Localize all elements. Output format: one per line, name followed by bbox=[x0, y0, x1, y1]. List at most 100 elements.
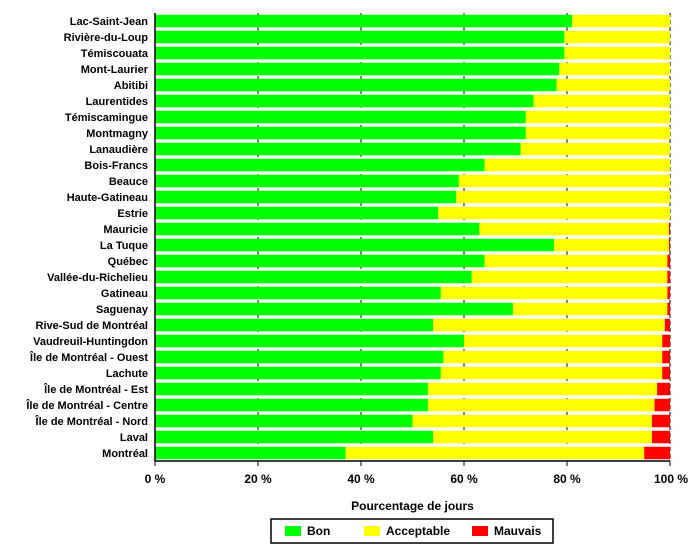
category-label-23: Île de Montréal - Est bbox=[43, 383, 148, 396]
bar-acceptable-9 bbox=[484, 158, 670, 172]
bar-bon-23 bbox=[155, 382, 428, 396]
bar-bon-6 bbox=[155, 110, 526, 124]
x-axis-title: Pourcentage de jours bbox=[351, 499, 474, 513]
bar-acceptable-22 bbox=[440, 366, 663, 380]
bar-bon-9 bbox=[155, 158, 485, 172]
bar-mauvais-15 bbox=[667, 254, 670, 268]
bar-acceptable-24 bbox=[427, 398, 655, 412]
bar-mauvais-26 bbox=[651, 430, 670, 444]
category-label-24: Île de Montréal - Centre bbox=[25, 399, 148, 412]
bar-bon-1 bbox=[155, 30, 565, 44]
bar-bon-16 bbox=[155, 270, 472, 284]
category-label-17: Gatineau bbox=[101, 288, 148, 300]
category-label-13: Mauricie bbox=[103, 224, 148, 236]
legend-swatch-acceptable bbox=[364, 526, 380, 536]
bar-acceptable-2 bbox=[564, 46, 670, 60]
bar-bon-14 bbox=[155, 238, 555, 252]
bar-bon-0 bbox=[155, 14, 573, 28]
category-label-19: Rive-Sud de Montréal bbox=[36, 320, 148, 332]
category-label-9: Bois-Francs bbox=[84, 160, 148, 172]
bar-bon-4 bbox=[155, 78, 557, 92]
x-tick-label-20: 20 % bbox=[244, 472, 272, 486]
category-label-20: Vaudreuil-Huntingdon bbox=[33, 336, 148, 348]
legend-label-acceptable: Acceptable bbox=[386, 524, 450, 538]
category-label-16: Vallée-du-Richelieu bbox=[47, 272, 148, 284]
bar-bon-7 bbox=[155, 126, 526, 140]
category-label-7: Montmagny bbox=[86, 128, 149, 140]
category-label-21: Île de Montréal - Ouest bbox=[29, 351, 148, 364]
category-label-5: Laurentides bbox=[86, 96, 148, 108]
bar-acceptable-13 bbox=[479, 222, 669, 236]
bar-bon-15 bbox=[155, 254, 485, 268]
category-label-14: La Tuque bbox=[100, 240, 148, 252]
bar-bon-19 bbox=[155, 318, 434, 332]
bar-bon-24 bbox=[155, 398, 428, 412]
category-label-10: Beauce bbox=[109, 176, 148, 188]
category-label-8: Lanaudière bbox=[89, 144, 148, 156]
bar-acceptable-11 bbox=[456, 190, 670, 204]
bar-bon-10 bbox=[155, 174, 459, 188]
bar-acceptable-19 bbox=[433, 318, 665, 332]
bar-acceptable-23 bbox=[427, 382, 658, 396]
bar-bon-3 bbox=[155, 62, 560, 76]
bar-bon-27 bbox=[155, 446, 346, 460]
bar-acceptable-17 bbox=[440, 286, 668, 300]
bar-bon-26 bbox=[155, 430, 434, 444]
bar-mauvais-20 bbox=[662, 334, 670, 348]
bar-acceptable-3 bbox=[559, 62, 670, 76]
bar-mauvais-25 bbox=[651, 414, 670, 428]
category-label-25: Île de Montréal - Nord bbox=[35, 415, 148, 428]
bar-mauvais-13 bbox=[668, 222, 670, 236]
bar-mauvais-19 bbox=[664, 318, 670, 332]
bar-bon-2 bbox=[155, 46, 565, 60]
bar-mauvais-21 bbox=[662, 350, 670, 364]
bar-acceptable-12 bbox=[438, 206, 670, 220]
legend-swatch-bon bbox=[285, 526, 301, 536]
legend-swatch-mauvais bbox=[472, 526, 488, 536]
bar-mauvais-14 bbox=[668, 238, 670, 252]
bar-bon-11 bbox=[155, 190, 457, 204]
bar-acceptable-21 bbox=[443, 350, 663, 364]
bar-bon-8 bbox=[155, 142, 521, 156]
bar-acceptable-1 bbox=[564, 30, 670, 44]
legend-box bbox=[270, 518, 554, 544]
bar-acceptable-20 bbox=[464, 334, 663, 348]
category-label-2: Témiscouata bbox=[81, 48, 149, 60]
bar-mauvais-16 bbox=[667, 270, 670, 284]
bar-mauvais-22 bbox=[662, 366, 670, 380]
bar-bon-20 bbox=[155, 334, 464, 348]
bar-acceptable-26 bbox=[433, 430, 652, 444]
bar-mauvais-18 bbox=[667, 302, 670, 316]
bar-mauvais-23 bbox=[657, 382, 670, 396]
category-label-15: Québec bbox=[108, 256, 148, 268]
x-tick-label-40: 40 % bbox=[347, 472, 375, 486]
bar-acceptable-18 bbox=[512, 302, 668, 316]
bar-acceptable-14 bbox=[554, 238, 669, 252]
category-label-12: Estrie bbox=[117, 208, 148, 220]
bars bbox=[155, 14, 670, 460]
legend: Bon Acceptable Mauvais bbox=[270, 518, 554, 544]
category-label-3: Mont-Laurier bbox=[81, 64, 149, 76]
category-labels: Lac-Saint-Jean Rivière-du-Loup Témiscouata… bbox=[25, 16, 149, 460]
bar-bon-13 bbox=[155, 222, 480, 236]
x-tick-label-80: 80 % bbox=[553, 472, 581, 486]
legend-label-mauvais: Mauvais bbox=[494, 524, 542, 538]
bar-mauvais-27 bbox=[644, 446, 670, 460]
x-tick-label-100: 100 % bbox=[654, 472, 688, 486]
bar-bon-25 bbox=[155, 414, 413, 428]
category-label-27: Montréal bbox=[102, 448, 148, 460]
category-label-11: Haute-Gatineau bbox=[67, 192, 148, 204]
bar-acceptable-4 bbox=[556, 78, 670, 92]
category-label-4: Abitibi bbox=[114, 80, 148, 92]
bar-acceptable-16 bbox=[471, 270, 668, 284]
category-label-0: Lac-Saint-Jean bbox=[70, 16, 149, 28]
bar-acceptable-6 bbox=[525, 110, 670, 124]
category-label-18: Saguenay bbox=[96, 304, 149, 316]
category-label-1: Rivière-du-Loup bbox=[64, 32, 149, 44]
bar-bon-5 bbox=[155, 94, 534, 108]
bar-acceptable-7 bbox=[525, 126, 670, 140]
bar-acceptable-5 bbox=[533, 94, 670, 108]
bar-bon-21 bbox=[155, 350, 444, 364]
bar-acceptable-0 bbox=[572, 14, 670, 28]
